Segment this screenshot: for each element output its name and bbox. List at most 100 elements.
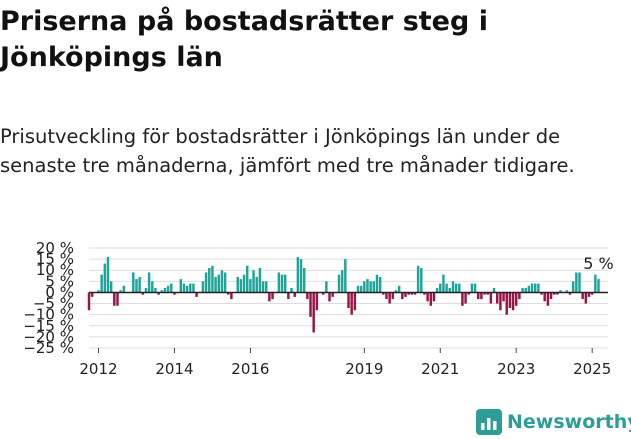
- bar: [372, 281, 376, 293]
- bar: [344, 259, 347, 293]
- bar: [337, 274, 341, 293]
- bar: [328, 292, 331, 302]
- newsworthy-logo: Newsworthy: [476, 408, 631, 436]
- bar: [179, 279, 183, 293]
- bar: [255, 276, 258, 293]
- bar: [511, 292, 515, 311]
- bar: [293, 292, 296, 297]
- bar: [552, 292, 556, 295]
- bar: [458, 283, 461, 293]
- bar: [246, 265, 249, 293]
- bar: [587, 292, 591, 297]
- bar: [416, 265, 420, 293]
- bar: [252, 270, 255, 293]
- bar: [321, 292, 325, 295]
- bar: [290, 288, 293, 293]
- bar: [486, 292, 489, 295]
- bar: [249, 279, 252, 293]
- bar: [97, 290, 100, 293]
- bar: [590, 292, 594, 295]
- bar: [594, 274, 597, 293]
- y-axis: 20 %15 %10 %5 %0 %−5 %−10 %−15 %−20 %−25…: [23, 239, 74, 357]
- bar: [312, 292, 315, 333]
- y-tick-label: −20 %: [23, 328, 74, 346]
- bar: [106, 256, 110, 293]
- bar: [461, 292, 464, 306]
- bar: [508, 292, 512, 308]
- bar: [141, 292, 145, 295]
- bar: [505, 292, 508, 315]
- bar: [363, 281, 366, 293]
- bar: [309, 292, 312, 317]
- bar: [113, 292, 116, 306]
- bar: [170, 283, 173, 293]
- bar: [90, 292, 94, 297]
- bar: [119, 290, 122, 293]
- bar: [477, 292, 480, 300]
- x-tick-label: 2014: [155, 360, 193, 376]
- brand-name: Newsworthy: [507, 411, 631, 433]
- chart-bars: [87, 256, 600, 333]
- page-title: Priserna på bostadsrätter steg i Jönköpi…: [0, 6, 488, 73]
- bar: [578, 272, 581, 293]
- x-tick-label: 2012: [79, 360, 117, 376]
- bar: [166, 285, 170, 293]
- bar: [340, 270, 344, 293]
- bar: [571, 281, 575, 293]
- bar: [201, 281, 205, 293]
- bar: [597, 279, 600, 293]
- bar: [135, 279, 138, 293]
- x-axis: 2012 2014 2016 2019 2021 2023 2025: [79, 348, 611, 376]
- y-tick-label: −10 %: [23, 306, 74, 324]
- bar: [556, 292, 559, 295]
- bar: [147, 272, 151, 293]
- bar: [185, 285, 189, 293]
- bar: [540, 292, 543, 295]
- bar: [195, 292, 198, 297]
- bar: [492, 288, 496, 293]
- bar: [473, 283, 477, 293]
- bar: [268, 292, 271, 302]
- bar: [239, 279, 243, 293]
- bar: [391, 292, 395, 300]
- bar: [227, 292, 230, 295]
- bar: [568, 292, 572, 295]
- x-tick-label: 2016: [231, 360, 269, 376]
- page-subtitle: Prisutveckling för bostadsrätter i Jönkö…: [0, 125, 575, 177]
- bar: [242, 274, 246, 293]
- bar: [315, 292, 319, 311]
- bar: [204, 272, 208, 293]
- bar: [103, 263, 107, 293]
- bar: [442, 274, 445, 293]
- y-tick-label: 0 %: [45, 283, 74, 301]
- bar: [299, 259, 303, 293]
- bar: [182, 283, 186, 293]
- bar: [138, 276, 141, 293]
- bar-chart: 20 %15 %10 %5 %0 %−5 %−10 %−15 %−20 %−25…: [23, 239, 613, 376]
- bar: [220, 270, 224, 293]
- y-tick-label: 10 %: [36, 261, 74, 279]
- bar: [306, 292, 309, 300]
- bar: [404, 292, 407, 297]
- bar: [283, 274, 287, 293]
- last-value-label: 5 %: [583, 254, 613, 273]
- bar: [480, 292, 483, 300]
- bar: [439, 283, 442, 293]
- bar: [211, 265, 214, 293]
- bar: [122, 285, 126, 293]
- y-tick-label: 20 %: [36, 239, 74, 257]
- bar: [347, 292, 350, 308]
- x-tick-label: 2025: [573, 360, 611, 376]
- bar: [261, 281, 265, 293]
- bar: [407, 292, 410, 295]
- bar: [496, 292, 499, 304]
- bar: [173, 292, 176, 295]
- y-tick-label: −15 %: [23, 317, 74, 335]
- bar: [109, 281, 113, 293]
- bar: [382, 292, 385, 295]
- bar: [325, 281, 328, 293]
- bar: [356, 285, 360, 293]
- bar: [160, 290, 164, 293]
- bar: [537, 283, 540, 293]
- bar: [217, 274, 220, 293]
